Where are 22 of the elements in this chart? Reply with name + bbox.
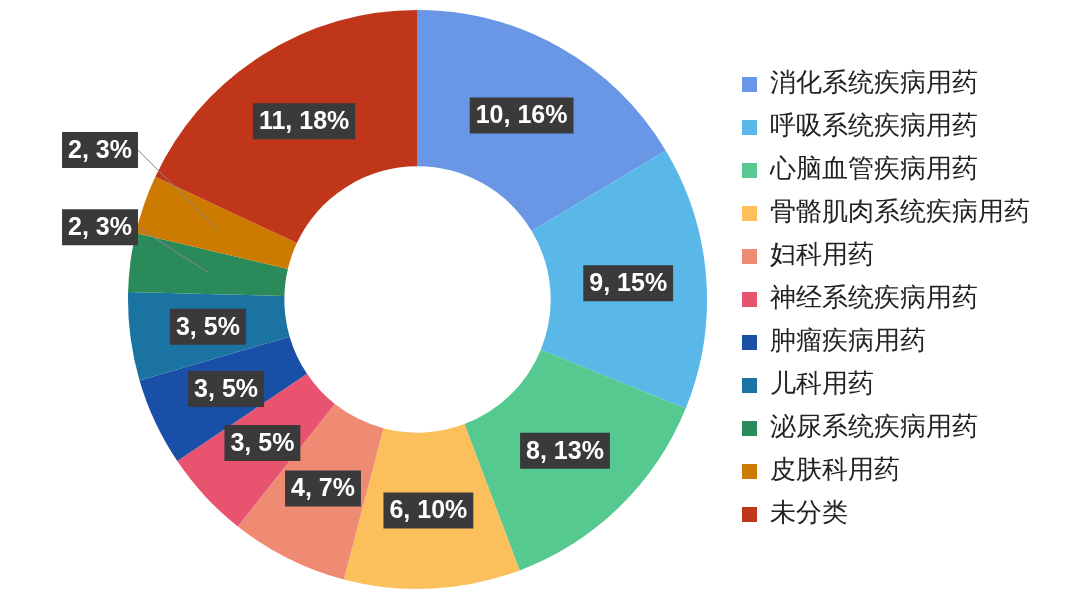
data-label: 6, 10%	[389, 495, 468, 524]
legend-label: 未分类	[770, 497, 848, 528]
data-label: 2, 3%	[68, 212, 132, 241]
legend-label: 儿科用药	[770, 368, 874, 399]
legend-label: 皮肤科用药	[770, 454, 900, 485]
legend-label: 妇科用药	[770, 239, 874, 270]
legend-label: 呼吸系统疾病用药	[770, 110, 978, 141]
legend-label: 神经系统疾病用药	[770, 282, 978, 313]
legend-label: 心脑血管疾病用药	[769, 153, 978, 184]
data-label: 3, 5%	[230, 427, 295, 456]
data-label: 3, 5%	[194, 373, 259, 402]
data-label: 3, 5%	[175, 311, 240, 340]
data-label: 8, 13%	[526, 435, 604, 464]
data-label: 9, 15%	[589, 268, 668, 297]
legend-label: 肿瘤疾病用药	[770, 325, 926, 356]
data-label: 10, 16%	[475, 100, 568, 129]
data-label: 2, 3%	[68, 134, 132, 163]
data-label: 11, 18%	[258, 106, 350, 135]
legend-label: 泌尿系统疾病用药	[770, 411, 978, 442]
legend-label: 骨骼肌肉系统疾病用药	[770, 196, 1030, 227]
data-label: 4, 7%	[291, 473, 355, 502]
legend-label: 消化系统疾病用药	[770, 67, 978, 98]
